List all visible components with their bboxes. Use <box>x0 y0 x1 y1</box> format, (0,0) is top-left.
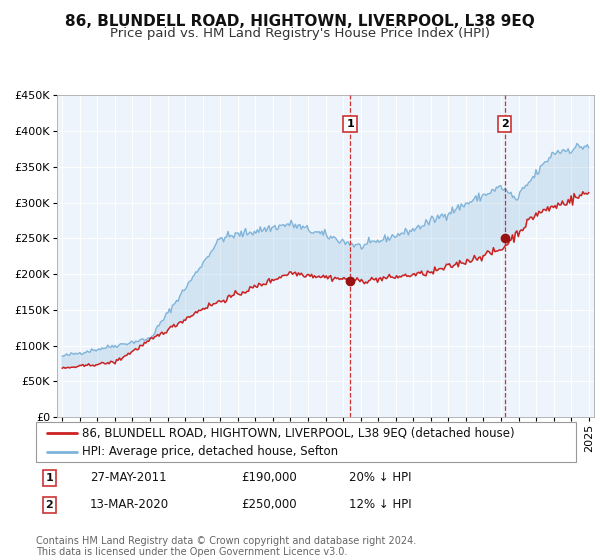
Text: 2: 2 <box>500 119 508 129</box>
Text: £250,000: £250,000 <box>241 498 297 511</box>
Text: 1: 1 <box>46 473 53 483</box>
Text: Price paid vs. HM Land Registry's House Price Index (HPI): Price paid vs. HM Land Registry's House … <box>110 27 490 40</box>
Text: £190,000: £190,000 <box>241 471 297 484</box>
Text: 1: 1 <box>346 119 354 129</box>
Text: HPI: Average price, detached house, Sefton: HPI: Average price, detached house, Seft… <box>82 445 338 459</box>
Text: 20% ↓ HPI: 20% ↓ HPI <box>349 471 412 484</box>
Text: 86, BLUNDELL ROAD, HIGHTOWN, LIVERPOOL, L38 9EQ (detached house): 86, BLUNDELL ROAD, HIGHTOWN, LIVERPOOL, … <box>82 427 515 440</box>
Text: 86, BLUNDELL ROAD, HIGHTOWN, LIVERPOOL, L38 9EQ: 86, BLUNDELL ROAD, HIGHTOWN, LIVERPOOL, … <box>65 14 535 29</box>
Text: 27-MAY-2011: 27-MAY-2011 <box>90 471 167 484</box>
Text: Contains HM Land Registry data © Crown copyright and database right 2024.
This d: Contains HM Land Registry data © Crown c… <box>36 535 416 557</box>
Text: 12% ↓ HPI: 12% ↓ HPI <box>349 498 412 511</box>
Text: 13-MAR-2020: 13-MAR-2020 <box>90 498 169 511</box>
FancyBboxPatch shape <box>36 422 576 462</box>
Text: 2: 2 <box>46 500 53 510</box>
